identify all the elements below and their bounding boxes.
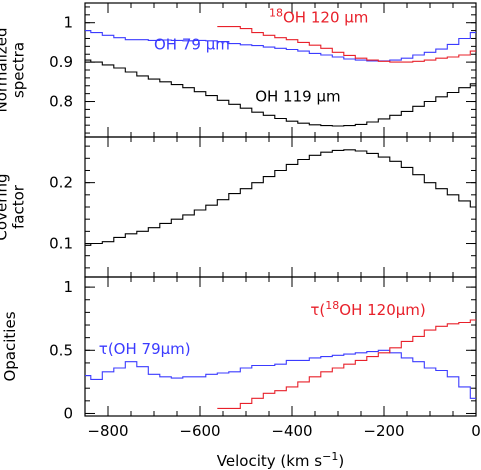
y-axis-label: Covering: [0, 173, 11, 240]
y-axis-label: factor: [10, 184, 28, 229]
series-line: [85, 30, 476, 62]
series-annotation: τ(OH 79μm): [99, 340, 191, 358]
series-line: [85, 149, 476, 246]
y-tick-label: 1: [63, 14, 73, 32]
series-line: [85, 349, 476, 399]
y-axis-label: Normalized: [0, 27, 11, 112]
x-tick-label: −800: [87, 422, 128, 440]
y-tick-label: 0.2: [49, 174, 73, 192]
panel-bottom: 0 0.5 1 Opacities τ(OH 79μm) τ(18OH 120μm) −80…: [1, 276, 481, 470]
x-tick-label: −400: [271, 422, 312, 440]
panel-frame-middle: [84, 136, 477, 278]
series-line: [217, 319, 476, 409]
panel-top: 0.8 0.9 1 Normalized spectra OH 79 μm 18OH 120…: [0, 2, 477, 138]
x-axis-label: Velocity (km s−1): [217, 450, 344, 470]
series-annotation: τ(18OH 120μm): [310, 299, 425, 319]
y-tick-label: 0.8: [49, 93, 73, 111]
series-line: [85, 59, 476, 127]
panel-frame-top: [84, 2, 477, 138]
series-line: [217, 26, 476, 63]
y-tick-label: 1: [63, 278, 73, 296]
y-tick-label: 0.9: [49, 53, 73, 71]
panel-frame-bottom: [84, 276, 477, 417]
x-tick-label: −600: [179, 422, 220, 440]
y-axis-label: spectra: [10, 42, 28, 98]
y-tick-label: 0.5: [49, 341, 73, 359]
panel-middle: 0.1 0.2 Covering factor: [0, 136, 477, 278]
y-tick-label: 0: [63, 404, 73, 422]
y-axis-label: Opacities: [1, 311, 19, 381]
series-annotation: OH 79 μm: [154, 36, 230, 54]
series-annotation: OH 119 μm: [255, 88, 340, 106]
x-tick-label: 0: [471, 422, 481, 440]
y-tick-label: 0.1: [49, 235, 73, 253]
x-tick-label: −200: [363, 422, 404, 440]
series-annotation: 18OH 120 μm: [269, 7, 368, 27]
